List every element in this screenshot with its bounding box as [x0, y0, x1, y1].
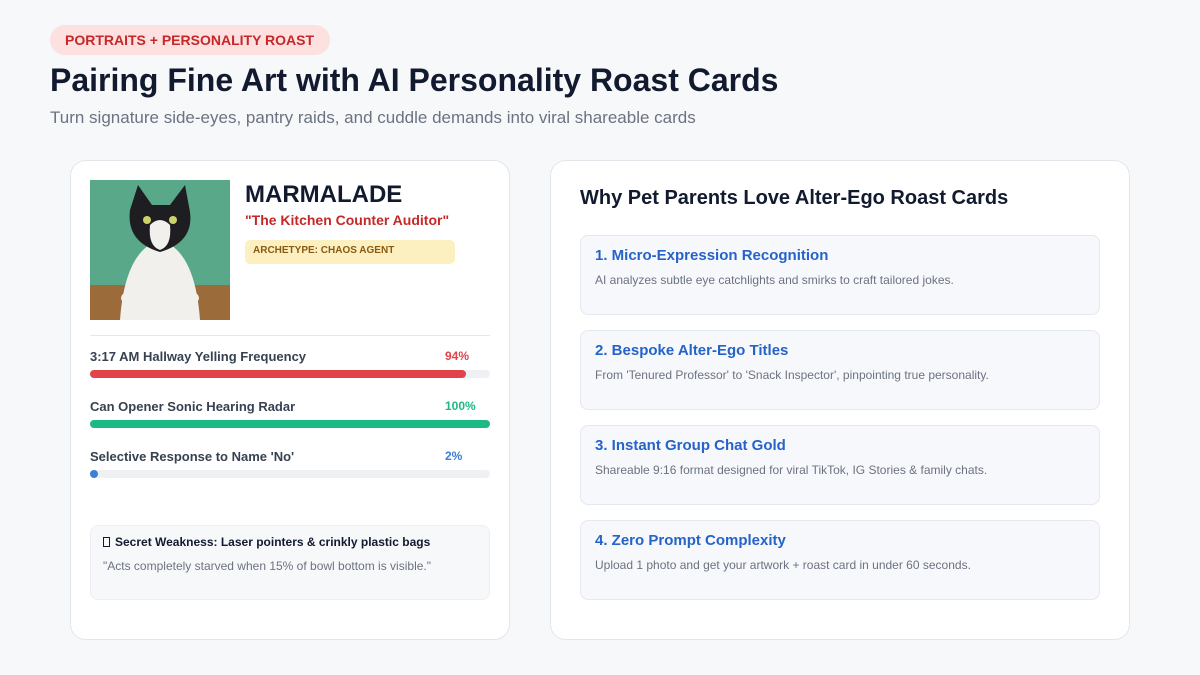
stat-bar [90, 470, 98, 478]
cat-photo [90, 180, 230, 320]
stat-track [90, 470, 490, 478]
stat-label: Can Opener Sonic Hearing Radar [90, 399, 296, 414]
benefit-text: Upload 1 photo and get your artwork + ro… [595, 558, 971, 572]
stat-bar [90, 420, 490, 428]
benefit-title: 4. Zero Prompt Complexity [595, 532, 786, 549]
title: Pairing Fine Art with AI Personality Roa… [50, 62, 779, 98]
stat-value: 100% [445, 399, 476, 413]
pet-name: MARMALADE [245, 181, 403, 208]
benefit-card [580, 235, 1100, 315]
benefit-title: 3. Instant Group Chat Gold [595, 437, 786, 454]
weakness-text: Secret Weakness: Laser pointers & crinkl… [115, 535, 431, 549]
benefit-title: 2. Bespoke Alter-Ego Titles [595, 342, 789, 359]
archetype: ARCHETYPE: CHAOS AGENT [245, 240, 455, 264]
stat-track [90, 370, 490, 378]
divider [90, 335, 490, 336]
benefit-title: 1. Micro-Expression Recognition [595, 247, 829, 264]
stat-label: Selective Response to Name 'No' [90, 449, 295, 464]
stat-bar [90, 370, 466, 378]
subtitle: Turn signature side-eyes, pantry raids, … [50, 108, 696, 127]
weakness-box [90, 525, 490, 600]
benefit-text: Shareable 9:16 format designed for viral… [595, 463, 988, 477]
benefit-card [580, 330, 1100, 410]
nickname: "The Kitchen Counter Auditor" [245, 212, 450, 228]
stat-value: 94% [445, 349, 470, 363]
icon [103, 537, 110, 547]
benefit-card [580, 520, 1100, 600]
stat-track [90, 420, 490, 428]
benefit-card [580, 425, 1100, 505]
badge: PORTRAITS + PERSONALITY ROAST [50, 25, 330, 55]
stat-label: 3:17 AM Hallway Yelling Frequency [90, 349, 307, 364]
benefits-title: Why Pet Parents Love Alter-Ego Roast Car… [580, 187, 1009, 209]
stat-value: 2% [445, 449, 463, 463]
benefit-text: AI analyzes subtle eye catchlights and s… [595, 273, 954, 287]
benefit-text: From 'Tenured Professor' to 'Snack Inspe… [595, 368, 989, 382]
weakness-quote: "Acts completely starved when 15% of bow… [103, 559, 431, 573]
weakness-title: Secret Weakness: Laser pointers & crinkl… [103, 535, 430, 549]
